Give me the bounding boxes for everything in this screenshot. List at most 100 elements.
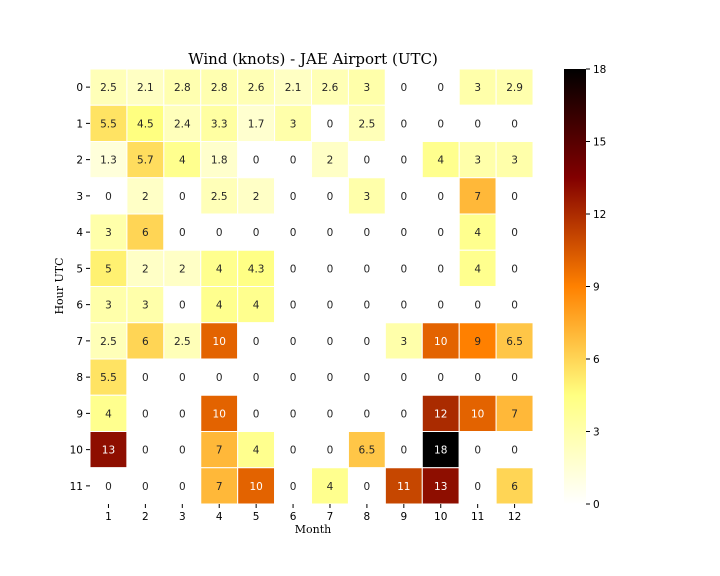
heatmap-cell bbox=[458, 467, 497, 505]
heatmap-cell bbox=[274, 358, 313, 396]
heatmap-cell bbox=[421, 467, 460, 505]
heatmap-cell bbox=[200, 322, 239, 360]
heatmap-cell bbox=[458, 394, 497, 432]
y-tick-label: 0 bbox=[76, 82, 83, 94]
cell-value-label: 0 bbox=[400, 155, 407, 167]
cell-value-label: 0 bbox=[142, 372, 149, 384]
cell-value-label: 0 bbox=[327, 445, 334, 457]
heatmap-cell bbox=[126, 431, 165, 469]
cell-value-label: 6 bbox=[142, 336, 149, 348]
cell-value-label: 0 bbox=[253, 372, 260, 384]
heatmap-cell bbox=[495, 141, 534, 179]
heatmap-cell bbox=[347, 213, 386, 251]
heatmap-cell bbox=[384, 104, 423, 142]
heatmap-cell bbox=[347, 358, 386, 396]
cell-value-label: 0 bbox=[511, 372, 518, 384]
colorbar-gradient bbox=[564, 69, 586, 504]
heatmap-cell bbox=[274, 249, 313, 287]
cell-value-label: 0 bbox=[437, 263, 444, 275]
cell-value-label: 0 bbox=[400, 445, 407, 457]
heatmap-cell bbox=[311, 394, 349, 432]
heatmap-cell bbox=[89, 431, 128, 469]
heatmap-cell bbox=[384, 249, 423, 287]
cell-value-label: 4 bbox=[253, 300, 260, 312]
cell-value-label: 0 bbox=[437, 118, 444, 130]
cell-value-label: 0 bbox=[290, 336, 297, 348]
heatmap-cell bbox=[237, 213, 276, 251]
cell-value-label: 4.5 bbox=[137, 118, 154, 130]
cell-value-label: 0 bbox=[437, 191, 444, 203]
y-tick-label: 1 bbox=[76, 118, 83, 130]
cell-value-label: 2 bbox=[142, 263, 149, 275]
y-tick-label: 8 bbox=[76, 372, 83, 384]
heatmap-cell bbox=[495, 177, 534, 215]
x-axis-label: Month bbox=[295, 523, 331, 536]
cell-value-label: 11 bbox=[397, 481, 410, 493]
x-tick-label: 5 bbox=[253, 511, 260, 523]
cell-value-label: 0 bbox=[364, 300, 371, 312]
y-tick-label: 5 bbox=[76, 263, 83, 275]
y-tick-label: 4 bbox=[76, 227, 83, 239]
cell-value-label: 0 bbox=[327, 118, 334, 130]
cell-value-label: 0 bbox=[474, 372, 481, 384]
x-tick-label: 12 bbox=[508, 511, 521, 523]
heatmap-cell bbox=[126, 467, 165, 505]
cell-value-label: 5.7 bbox=[137, 155, 154, 167]
cell-value-label: 0 bbox=[290, 481, 297, 493]
heatmap-cell bbox=[163, 141, 202, 179]
cell-value-label: 2 bbox=[253, 191, 260, 203]
colorbar-tick-label: 18 bbox=[593, 64, 606, 76]
cell-value-label: 0 bbox=[290, 191, 297, 203]
heatmap-cell bbox=[274, 467, 313, 505]
cell-value-label: 0 bbox=[253, 227, 260, 239]
heatmap-cell bbox=[347, 249, 386, 287]
cell-value-label: 13 bbox=[102, 445, 115, 457]
cell-value-label: 0 bbox=[290, 263, 297, 275]
cell-value-label: 2.1 bbox=[137, 82, 154, 94]
cell-value-label: 0 bbox=[474, 445, 481, 457]
cell-value-label: 5.5 bbox=[100, 118, 117, 130]
cell-value-label: 2.8 bbox=[211, 82, 228, 94]
cell-value-label: 0 bbox=[327, 227, 334, 239]
y-axis-ticks: 0 1 2 3 4 5 6 7 8 9 10 11 bbox=[70, 82, 90, 493]
cell-value-label: 0 bbox=[327, 408, 334, 420]
cell-value-label: 6.5 bbox=[506, 336, 523, 348]
cell-value-label: 10 bbox=[434, 336, 447, 348]
heatmap-cell bbox=[274, 213, 313, 251]
cell-value-label: 0 bbox=[142, 445, 149, 457]
cell-value-label: 0 bbox=[179, 227, 186, 239]
cell-value-label: 1.3 bbox=[100, 155, 117, 167]
cell-value-label: 4.3 bbox=[248, 263, 265, 275]
cell-value-label: 0 bbox=[216, 227, 223, 239]
cell-value-label: 0 bbox=[216, 372, 223, 384]
cell-value-label: 2.6 bbox=[322, 82, 339, 94]
cell-value-label: 2.5 bbox=[211, 191, 228, 203]
y-tick-label: 10 bbox=[70, 445, 83, 457]
cell-value-label: 0 bbox=[400, 408, 407, 420]
cell-value-label: 3 bbox=[474, 155, 481, 167]
heatmap-cell bbox=[89, 286, 128, 324]
cell-value-label: 0 bbox=[327, 263, 334, 275]
heatmap-cell bbox=[311, 467, 349, 505]
cell-value-label: 3 bbox=[105, 300, 112, 312]
heatmap-cell bbox=[495, 249, 534, 287]
cell-value-label: 3 bbox=[105, 227, 112, 239]
heatmap-cell bbox=[311, 322, 349, 360]
heatmap-cell bbox=[200, 249, 239, 287]
cell-value-label: 10 bbox=[213, 336, 226, 348]
heatmap-cell bbox=[89, 213, 128, 251]
x-tick-label: 10 bbox=[434, 511, 447, 523]
cell-value-label: 0 bbox=[290, 408, 297, 420]
heatmap-cell bbox=[163, 286, 202, 324]
heatmap-cell bbox=[421, 104, 460, 142]
cell-value-label: 0 bbox=[290, 155, 297, 167]
heatmap-cell bbox=[311, 104, 349, 142]
y-tick-label: 11 bbox=[70, 481, 83, 493]
heatmap-cell bbox=[495, 431, 534, 469]
heatmap-cell bbox=[458, 104, 497, 142]
heatmap-cell bbox=[384, 286, 423, 324]
x-tick-label: 9 bbox=[400, 511, 407, 523]
cell-value-label: 0 bbox=[290, 300, 297, 312]
cell-value-label: 0 bbox=[511, 227, 518, 239]
cell-value-label: 9 bbox=[474, 336, 481, 348]
